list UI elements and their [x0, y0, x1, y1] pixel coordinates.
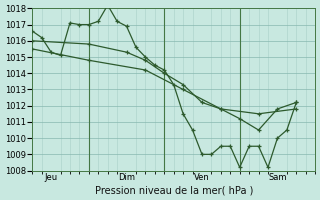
X-axis label: Pression niveau de la mer( hPa ): Pression niveau de la mer( hPa )	[94, 185, 253, 195]
